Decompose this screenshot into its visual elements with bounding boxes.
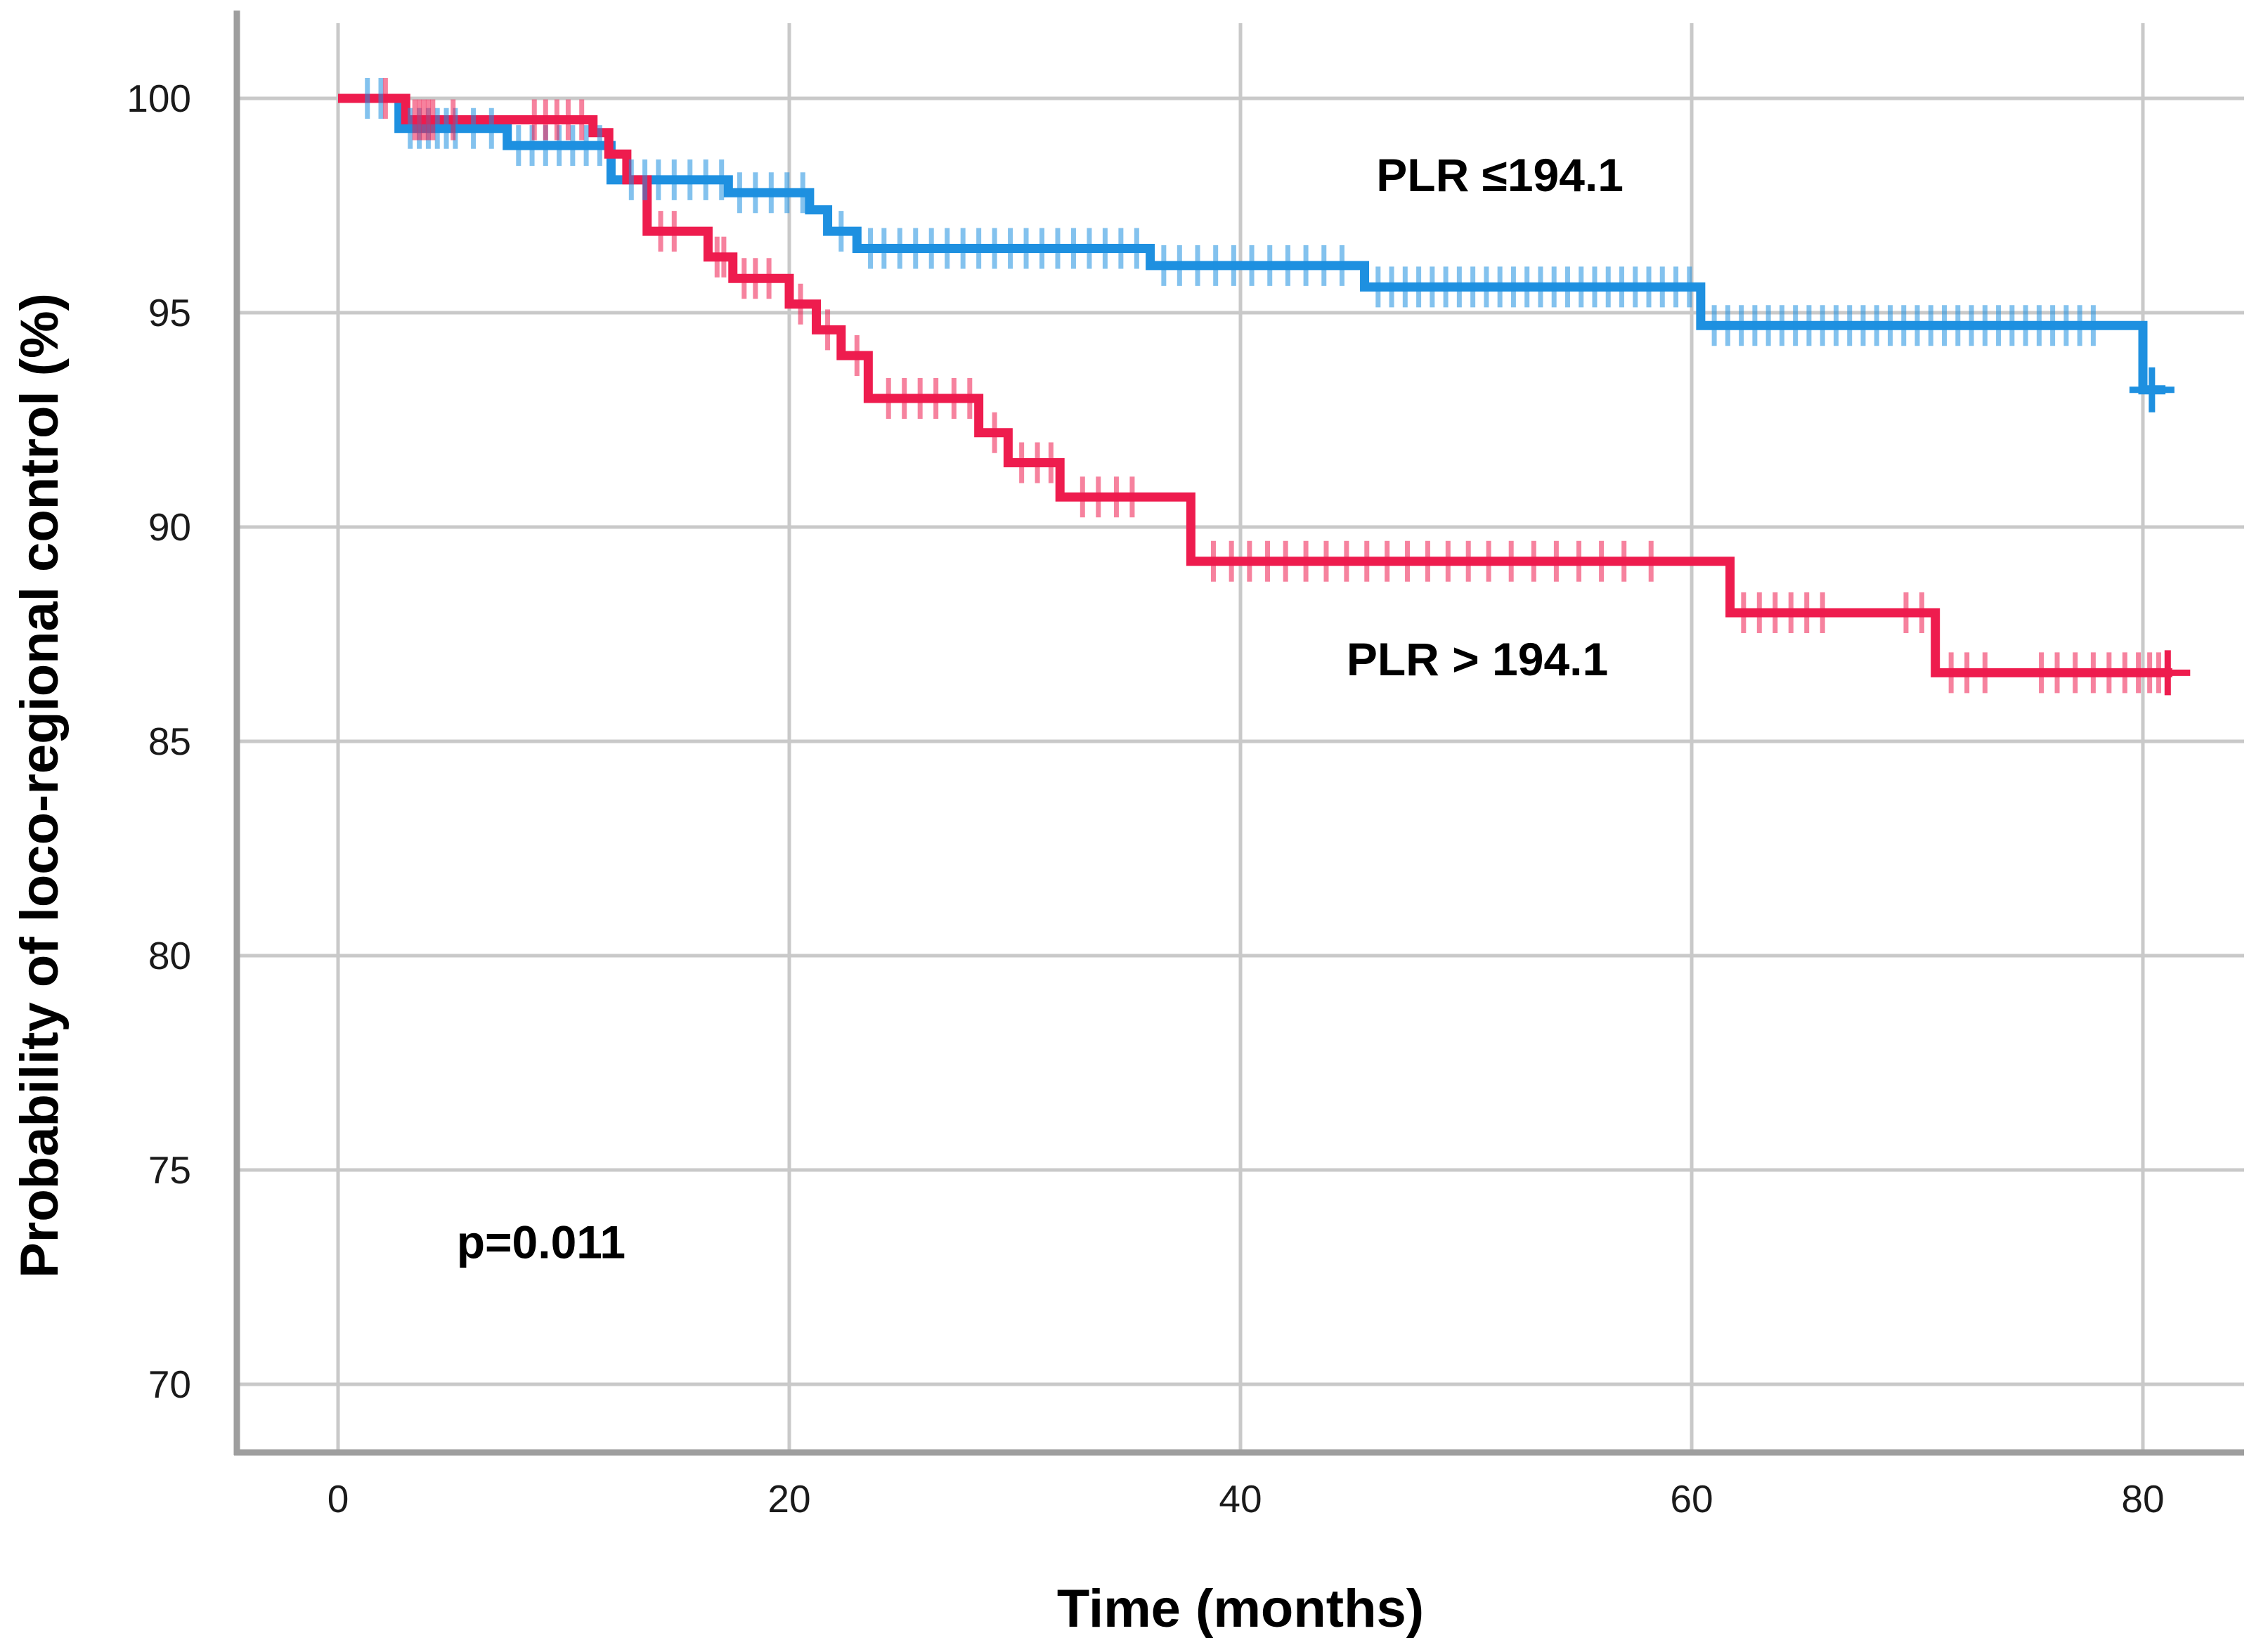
x-tick-label: 60 xyxy=(1670,1477,1713,1521)
survival-curve-series2 xyxy=(338,93,2172,677)
y-tick-label: 75 xyxy=(148,1148,191,1192)
series1-curve-label: PLR ≤194.1 xyxy=(1376,149,1624,201)
y-tick-label: 90 xyxy=(148,505,191,549)
x-tick-label: 0 xyxy=(328,1477,349,1521)
p-value-label: p=0.011 xyxy=(457,1216,626,1268)
x-tick-label: 80 xyxy=(2121,1477,2164,1521)
y-tick-label: 95 xyxy=(148,291,191,334)
y-tick-label: 85 xyxy=(148,720,191,763)
y-tick-label: 80 xyxy=(148,934,191,977)
y-tick-label: 70 xyxy=(148,1363,191,1406)
tick-labels: 100 95 90 85 80 75 70 0 20 40 60 80 xyxy=(127,77,2164,1521)
y-axis-title: Probability of loco-regional control (%) xyxy=(10,293,70,1278)
x-tick-label: 40 xyxy=(1219,1477,1262,1521)
x-tick-label: 20 xyxy=(767,1477,810,1521)
survival-curve-series1 xyxy=(338,93,2166,395)
y-tick-label: 100 xyxy=(127,77,191,120)
censor-tick-marks xyxy=(365,78,2191,696)
x-axis-title: Time (months) xyxy=(1057,1579,1424,1639)
survival-curves xyxy=(338,93,2172,677)
axis-lines xyxy=(233,11,2244,1456)
series2-curve-label: PLR > 194.1 xyxy=(1347,633,1608,685)
